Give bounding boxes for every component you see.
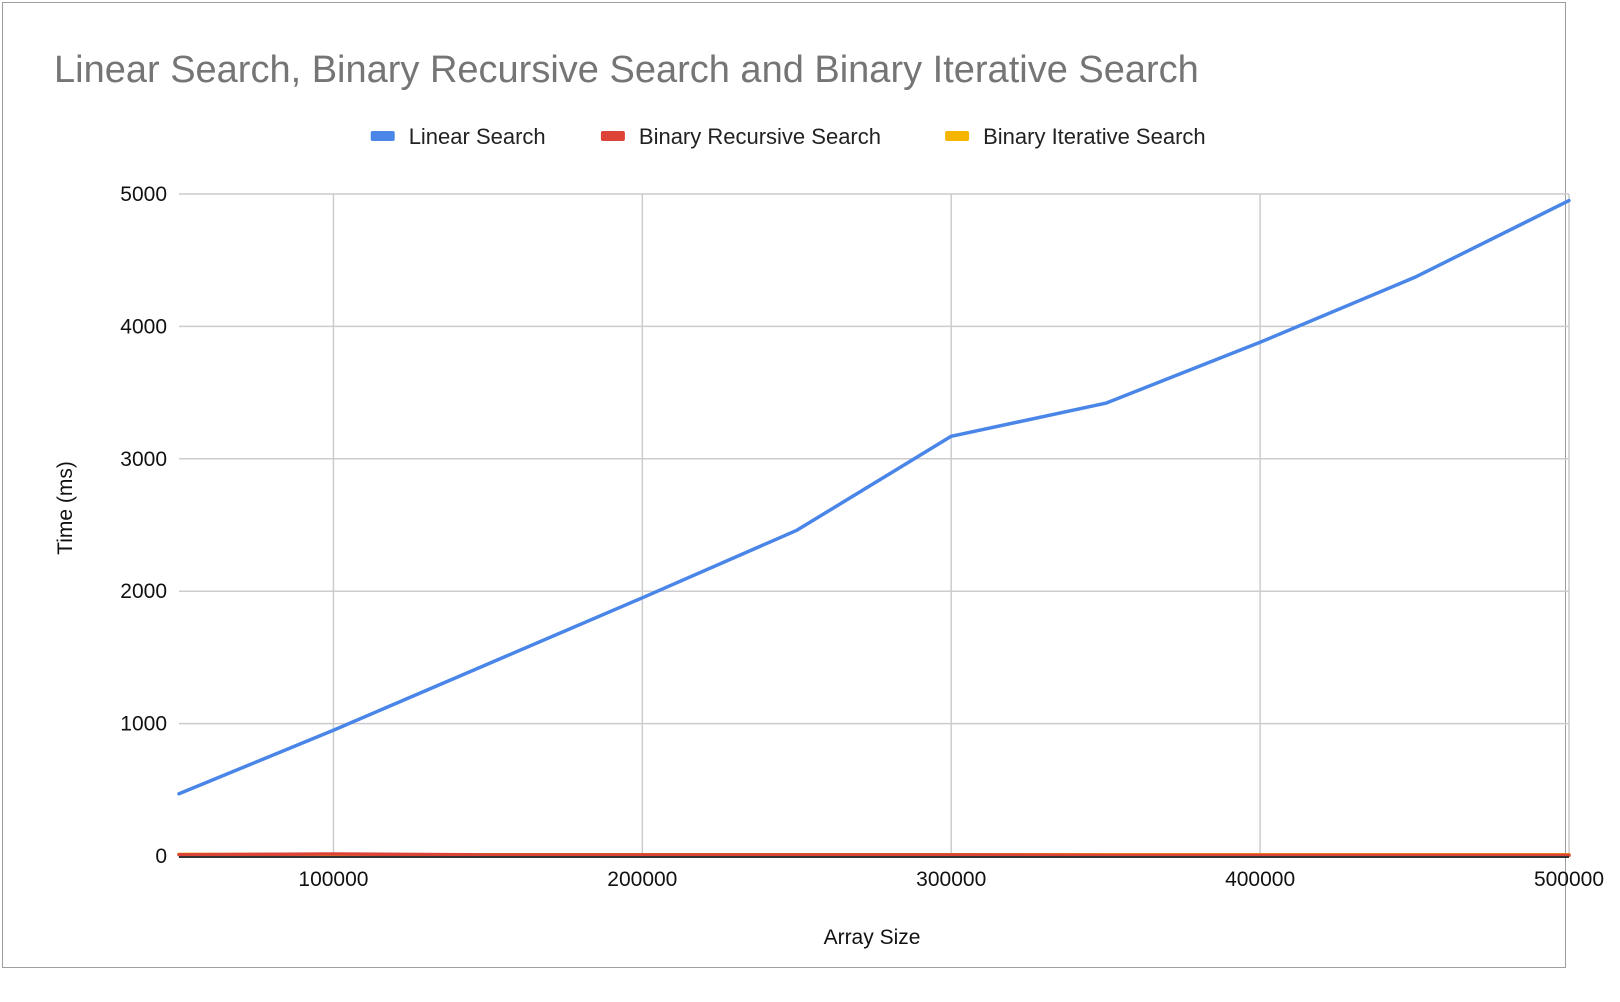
chart-frame <box>2 2 1566 968</box>
legend-label: Binary Iterative Search <box>983 124 1206 149</box>
legend-swatch <box>945 131 970 141</box>
x-tick-label: 100000 <box>298 868 368 891</box>
x-tick-label: 200000 <box>607 868 677 891</box>
series-lines <box>177 198 1571 857</box>
legend: Linear Search Binary Recursive Search Bina… <box>370 124 1206 149</box>
y-axis-label: Time (ms) <box>54 461 77 555</box>
legend-swatch <box>370 131 395 141</box>
y-tick-label: 5000 <box>120 183 167 206</box>
x-axis-label: Array Size <box>824 926 921 949</box>
y-tick-label: 3000 <box>120 448 167 471</box>
y-tick-label: 0 <box>155 845 167 868</box>
y-tick-label: 4000 <box>120 315 167 338</box>
gridlines <box>179 193 1570 856</box>
legend-item: Linear Search <box>370 124 546 149</box>
legend-label: Binary Recursive Search <box>639 124 881 149</box>
legend-label: Linear Search <box>409 124 546 149</box>
x-tick-label: 400000 <box>1225 868 1295 891</box>
series-line-binary-recursive-search <box>177 852 1571 857</box>
y-axis-ticks: 0 1000 2000 3000 4000 5000 <box>120 183 167 868</box>
legend-item: Binary Recursive Search <box>600 124 881 149</box>
x-tick-label: 300000 <box>916 868 986 891</box>
series-line-linear-search <box>177 198 1571 796</box>
x-tick-label: 500000 <box>1534 868 1604 891</box>
chart-title: Linear Search, Binary Recursive Search a… <box>54 49 1199 91</box>
y-tick-label: 1000 <box>120 713 167 736</box>
legend-item: Binary Iterative Search <box>945 124 1206 149</box>
legend-swatch <box>600 131 625 141</box>
x-axis-ticks: 100000 200000 300000 400000 500000 <box>298 868 1604 891</box>
y-tick-label: 2000 <box>120 580 167 603</box>
